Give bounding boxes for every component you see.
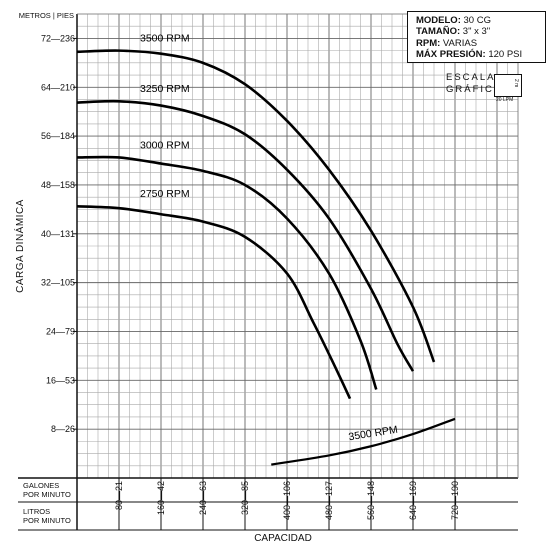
tamano-value: 3" x 3"	[462, 26, 491, 38]
curve-label: 3500 RPM	[140, 32, 190, 44]
y-tick-label: 8—26	[51, 424, 75, 434]
y-tick-label: 40—131	[41, 229, 75, 239]
modelo-label: MODELO:	[416, 15, 461, 26]
x-tick-label: 720—190	[450, 481, 460, 520]
x-tick-label: 400—106	[282, 481, 292, 520]
x-tick-label: 640—169	[408, 481, 418, 520]
scale-line-1: ESCALA	[446, 72, 496, 83]
x-tick-label: 160—42	[156, 481, 166, 515]
y-tick-label: 72—236	[41, 33, 75, 43]
scale-vertical-unit: 2 m	[513, 79, 519, 88]
x-tick-label: 560—148	[366, 481, 376, 520]
y-tick-label: 64—210	[41, 82, 75, 92]
y-axis-title: CARGA DINÁMICA	[13, 199, 26, 293]
pump-info-box: MODELO: 30 CG TAMAÑO: 3" x 3" RPM: VARIA…	[407, 11, 546, 63]
x-axis-title: CAPACIDAD	[254, 533, 312, 544]
tamano-label: TAMAÑO:	[416, 26, 461, 38]
series-line-2750-rpm	[76, 205, 352, 400]
x-tick-label: 80—21	[114, 481, 124, 510]
scale-square	[494, 74, 522, 97]
curve-label: 3000 RPM	[140, 139, 190, 151]
presion-label: MÁX PRESIÓN:	[416, 49, 486, 61]
modelo-value: 30 CG	[463, 15, 491, 26]
y-tick-label: 32—105	[41, 278, 75, 288]
x-tick-label: 480—127	[324, 481, 334, 520]
rpm-value: VARIAS	[442, 37, 478, 49]
curve-label: 3250 RPM	[140, 83, 190, 95]
presion-value: 120 PSI	[488, 49, 523, 61]
scale-horizontal-unit: 20 LPM	[496, 97, 514, 103]
y-tick-label: 48—158	[41, 180, 75, 190]
graphic-scale-label: ESCALA GRÁFICA	[446, 72, 502, 96]
x-tick-label: 320—85	[240, 481, 250, 515]
x-row-label-gpm: GALONES	[23, 481, 59, 490]
y-unit-label: METROS | PIES	[19, 11, 74, 20]
curve-label: 2750 RPM	[140, 188, 190, 200]
x-row-label-gpm-2: POR MINUTO	[23, 490, 71, 499]
x-tick-label: 240—63	[198, 481, 208, 515]
scale-line-2: GRÁFICA	[446, 84, 503, 95]
y-tick-label: 56—184	[41, 131, 75, 141]
rpm-label: RPM:	[416, 37, 441, 49]
series-line-3250-rpm	[76, 99, 415, 372]
power-curve-line	[271, 417, 456, 466]
x-row-label-lpm: LITROS	[23, 507, 50, 516]
y-tick-label: 16—53	[46, 375, 75, 385]
y-tick-label: 24—79	[46, 326, 75, 336]
series-line-3000-rpm	[76, 155, 378, 390]
x-row-label-lpm-2: POR MINUTO	[23, 516, 71, 525]
series-line-3500-rpm	[76, 49, 436, 363]
